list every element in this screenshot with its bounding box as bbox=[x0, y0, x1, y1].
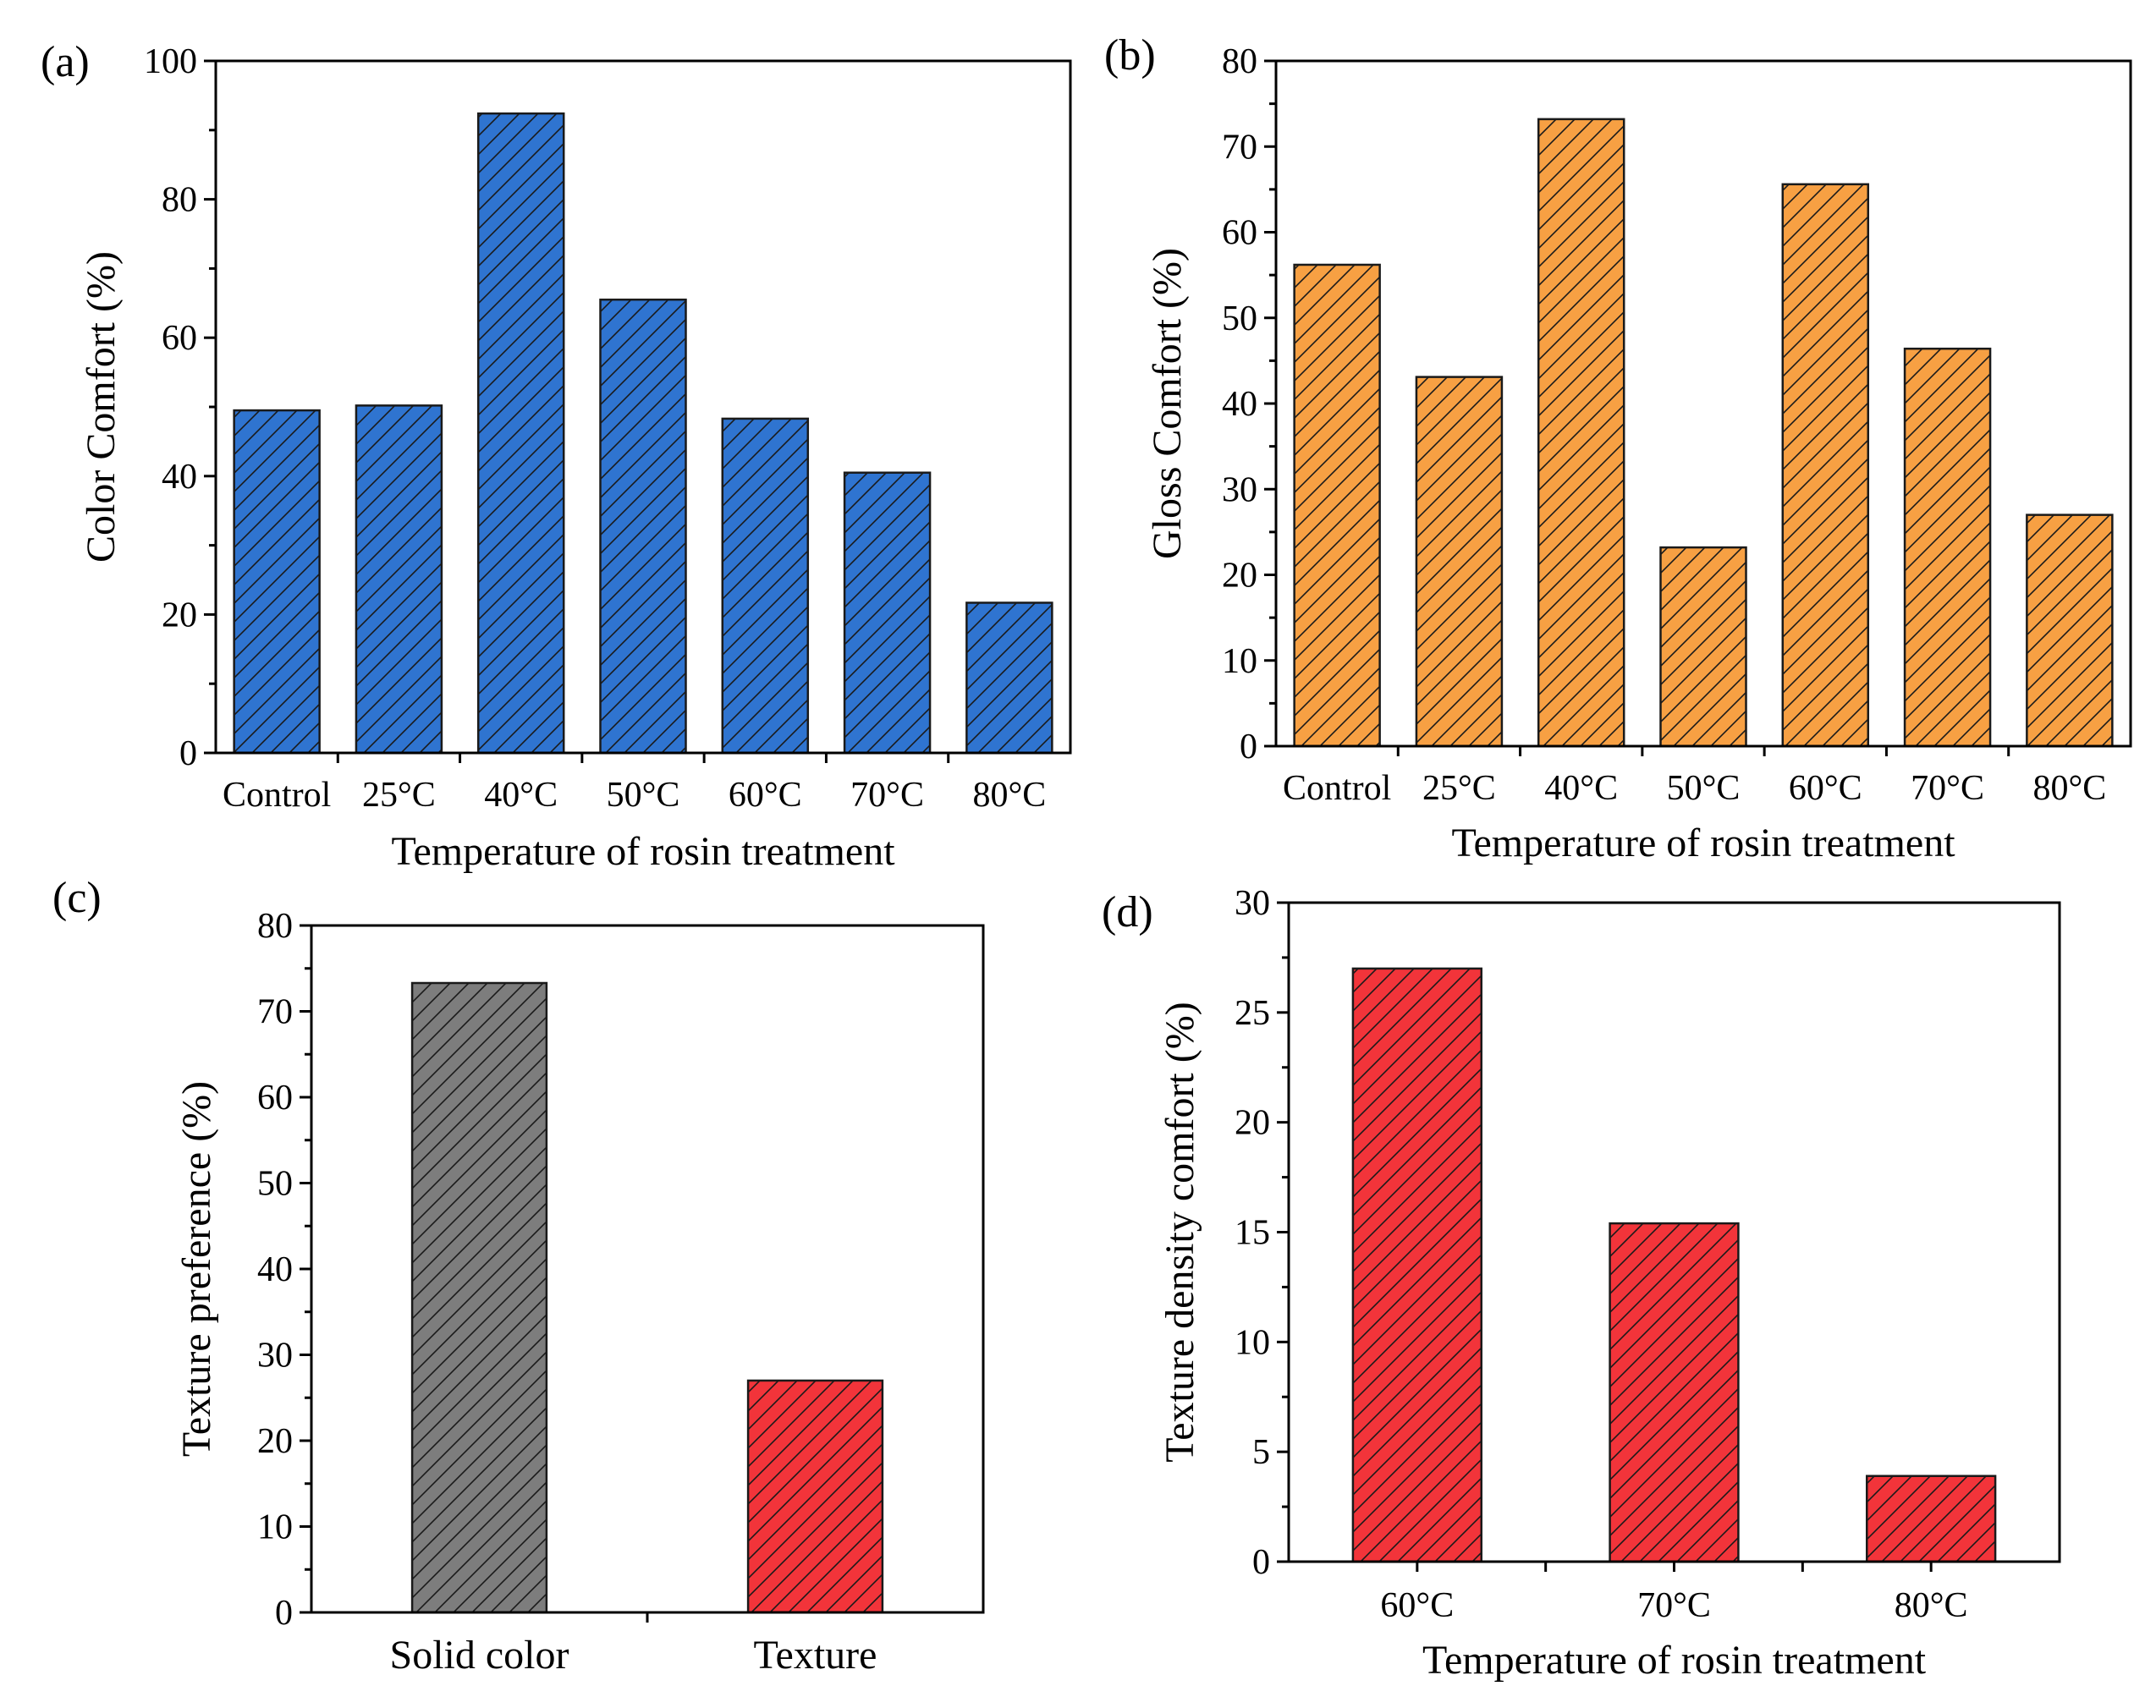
panel-b-ytick-label: 10 bbox=[1222, 642, 1257, 681]
panel-b-ytick-label: 0 bbox=[1240, 728, 1257, 766]
panel-a-xtick-label: 40°C bbox=[484, 776, 558, 815]
panel-b-bars bbox=[1293, 118, 2114, 748]
panel-b-bar bbox=[1659, 546, 1747, 748]
panel-a-bars bbox=[233, 112, 1053, 755]
panel-label-c: (c) bbox=[52, 874, 102, 922]
panel-b-bar bbox=[2026, 513, 2114, 748]
panel-b-ytick-label: 80 bbox=[1222, 42, 1257, 81]
panel-a-xtick-label: Control bbox=[223, 776, 331, 815]
panel-b-bar bbox=[1537, 118, 1625, 748]
panel-a-yticks: 0 20 40 60 80 100 bbox=[144, 42, 216, 773]
panel-d-xtick-label: 80°C bbox=[1895, 1586, 1968, 1625]
panel-a-ytick-label: 20 bbox=[162, 596, 197, 634]
panel-d-ylabel: Texture density comfort (%) bbox=[1158, 1002, 1202, 1462]
panel-b-xtick-label: 40°C bbox=[1544, 769, 1618, 808]
panel-d-xticks: 60°C 70°C 80°C bbox=[1380, 1562, 1968, 1625]
panel-a-bar bbox=[233, 409, 321, 755]
panel-b-xtick-label: 25°C bbox=[1422, 769, 1496, 808]
panel-b-xtick-label: 60°C bbox=[1789, 769, 1862, 808]
panel-b-bar bbox=[1293, 263, 1381, 748]
panel-a-ytick-label: 40 bbox=[162, 458, 197, 497]
panel-d-xtick-label: 60°C bbox=[1380, 1586, 1454, 1625]
panel-c-xtick-label: Texture bbox=[754, 1633, 877, 1678]
panel-a-bar bbox=[721, 417, 810, 755]
panel-c-ytick-label: 10 bbox=[257, 1508, 293, 1547]
panel-c-ytick-label: 30 bbox=[257, 1337, 293, 1376]
panel-a-bar bbox=[843, 471, 932, 755]
panel-d-xlabel: Temperature of rosin treatment bbox=[1422, 1638, 1927, 1683]
panel-a-bar bbox=[599, 298, 687, 755]
panel-d-yticks: 0 5 10 15 20 25 30 bbox=[1235, 884, 1289, 1582]
panel-c-ytick-label: 60 bbox=[257, 1079, 293, 1118]
panel-d-ytick-label: 0 bbox=[1252, 1543, 1270, 1582]
panel-a-xtick-label: 25°C bbox=[362, 776, 436, 815]
panel-b-bar bbox=[1415, 376, 1504, 748]
panel-b-bar bbox=[1903, 347, 1992, 748]
panel-b-ytick-label: 30 bbox=[1222, 470, 1257, 509]
panel-c-xtick-label: Solid color bbox=[390, 1633, 569, 1678]
panel-c-ytick-label: 20 bbox=[257, 1422, 293, 1461]
panel-c-ytick-label: 70 bbox=[257, 993, 293, 1032]
panel-a-xtick-label: 60°C bbox=[729, 776, 802, 815]
panel-b-xtick-label: 70°C bbox=[1911, 769, 1984, 808]
panel-d-bars bbox=[1351, 967, 1997, 1563]
panel-a-ytick-label: 80 bbox=[162, 181, 197, 220]
panel-a-bar bbox=[965, 601, 1053, 755]
panel-c-ylabel: Texture preference (%) bbox=[174, 1081, 219, 1457]
panel-c-xticks: Solid color Texture bbox=[390, 1612, 877, 1678]
panel-c-ytick-label: 40 bbox=[257, 1250, 293, 1289]
panel-a-xtick-label: 70°C bbox=[850, 776, 924, 815]
panel-d-xtick-label: 70°C bbox=[1637, 1586, 1711, 1625]
panel-a-ytick-label: 60 bbox=[162, 319, 197, 358]
panel-c-yticks: 0 10 20 30 40 50 60 70 80 bbox=[257, 907, 311, 1633]
panel-a-xtick-label: 50°C bbox=[607, 776, 680, 815]
panel-b-ytick-label: 40 bbox=[1222, 385, 1257, 424]
panel-c-ytick-label: 50 bbox=[257, 1165, 293, 1204]
panel-d-ytick-label: 20 bbox=[1235, 1104, 1270, 1143]
panel-b: (b) 0 10 20 30 40 50 60 70 80 Control 25°C 40°C 50°… bbox=[1104, 31, 2132, 865]
panel-c-ytick-label: 80 bbox=[257, 907, 293, 946]
panel-d-ytick-label: 10 bbox=[1235, 1323, 1270, 1362]
panel-d-ytick-label: 5 bbox=[1252, 1433, 1270, 1472]
panel-a-xticks: Control 25°C 40°C 50°C 60°C 70°C 80°C bbox=[223, 753, 1046, 815]
panel-d-ytick-label: 25 bbox=[1235, 994, 1270, 1033]
panel-b-xticks: Control 25°C 40°C 50°C 60°C 70°C 80°C bbox=[1283, 746, 2106, 808]
panel-c: (c) 0 10 20 30 40 50 60 70 80 Solid color Texture… bbox=[52, 874, 985, 1678]
panel-a-xlabel: Temperature of rosin treatment bbox=[391, 829, 895, 874]
panel-c-bar bbox=[410, 981, 548, 1614]
panel-a-ytick-label: 0 bbox=[179, 734, 197, 773]
panel-a: (a) 0 20 40 60 80 100 Control 25°C 40°C 50°C 60°C… bbox=[41, 38, 1072, 874]
panel-label-d: (d) bbox=[1102, 888, 1153, 936]
panel-c-ytick-label: 0 bbox=[275, 1594, 293, 1633]
panel-b-xlabel: Temperature of rosin treatment bbox=[1451, 821, 1955, 865]
panel-b-ytick-label: 20 bbox=[1222, 557, 1257, 596]
panel-d: (d) 0 5 10 15 20 25 30 60°C 70°C 80°C Texture de… bbox=[1102, 884, 2061, 1683]
panel-a-xtick-label: 80°C bbox=[972, 776, 1046, 815]
panel-label-a: (a) bbox=[41, 38, 90, 86]
panel-d-ytick-label: 30 bbox=[1235, 884, 1270, 923]
panel-b-ytick-label: 50 bbox=[1222, 299, 1257, 338]
panel-b-ylabel: Gloss Comfort (%) bbox=[1145, 248, 1190, 559]
panel-b-ytick-label: 60 bbox=[1222, 214, 1257, 253]
panel-c-bar bbox=[746, 1379, 884, 1614]
panel-a-bar bbox=[476, 112, 565, 755]
panel-b-xtick-label: 80°C bbox=[2032, 769, 2106, 808]
panel-a-ytick-label: 100 bbox=[144, 42, 197, 81]
panel-label-b: (b) bbox=[1104, 31, 1156, 80]
panel-d-bar bbox=[1351, 967, 1482, 1563]
panel-b-bar bbox=[1781, 183, 1870, 748]
panel-c-bars bbox=[410, 981, 884, 1614]
panel-d-ytick-label: 15 bbox=[1235, 1214, 1270, 1253]
panel-d-bar bbox=[1609, 1222, 1740, 1563]
panel-b-ytick-label: 70 bbox=[1222, 128, 1257, 167]
panel-b-xtick-label: Control bbox=[1283, 769, 1391, 808]
panel-b-yticks: 0 10 20 30 40 50 60 70 80 bbox=[1222, 42, 1276, 766]
panel-a-bar bbox=[355, 404, 443, 755]
panel-b-xtick-label: 50°C bbox=[1667, 769, 1741, 808]
panel-d-bar bbox=[1866, 1475, 1997, 1563]
panel-a-ylabel: Color Comfort (%) bbox=[79, 251, 124, 563]
